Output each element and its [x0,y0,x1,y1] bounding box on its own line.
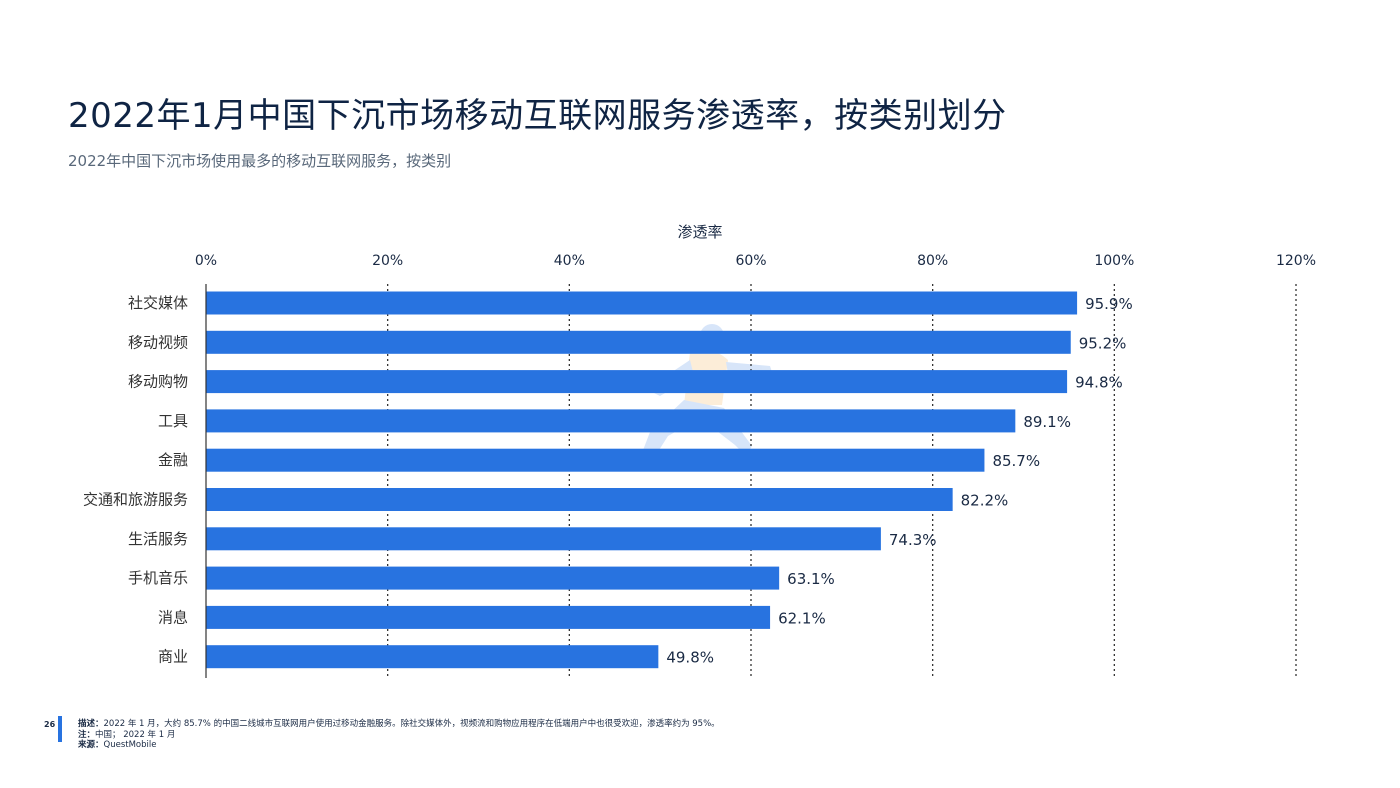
data-label: 94.8% [1075,374,1123,392]
data-label: 62.1% [778,609,826,627]
bar [206,527,881,551]
x-tick-label: 120% [1276,253,1316,269]
bar [206,291,1078,315]
data-label: 74.3% [889,531,937,549]
page-subtitle: 2022年中国下沉市场使用最多的移动互联网服务，按类别 [68,152,452,170]
data-label: 85.7% [992,452,1040,470]
x-tick-label: 0% [195,253,217,269]
bar [206,645,659,669]
category-label: 交通和旅游服务 [83,491,188,509]
data-label: 49.8% [666,649,714,667]
category-label: 社交媒体 [128,294,188,312]
page-number: 26 [44,720,56,729]
description-label: 描述： [78,719,104,729]
bar [206,488,953,511]
category-label: 商业 [158,648,188,666]
bar [206,605,771,629]
data-label: 95.2% [1079,334,1127,352]
footer-notes: 26 描述：2022 年 1 月，大约 85.7% 的中国二线城市互联网用户使用… [44,716,1044,750]
note-label: 注： [78,729,96,740]
bar [206,566,780,590]
category-label: 移动购物 [128,373,188,391]
source-label: 来源： [78,740,104,750]
bar [206,370,1068,394]
footer-description: 描述：2022 年 1 月，大约 85.7% 的中国二线城市互联网用户使用过移动… [78,719,720,730]
category-label: 手机音乐 [128,569,188,587]
bar [206,409,1016,433]
description-text: 2022 年 1 月，大约 85.7% 的中国二线城市互联网用户使用过移动金融服… [103,719,720,729]
footer-accent-bar [58,716,62,742]
source-text: QuestMobile [103,740,157,750]
category-label: 工具 [158,412,188,430]
x-tick-label: 80% [917,253,948,269]
x-tick-label: 60% [735,253,766,269]
page-title: 2022年1月中国下沉市场移动互联网服务渗透率，按类别划分 [68,96,1007,136]
data-label: 95.9% [1085,295,1133,313]
data-label: 63.1% [787,570,835,588]
category-label: 移动视频 [128,333,188,351]
bar [206,330,1071,354]
x-tick-label: 100% [1094,253,1134,269]
category-label: 生活服务 [128,530,188,548]
x-tick-label: 20% [372,253,403,269]
footer-note: 注：中国； 2022 年 1 月 [78,730,720,741]
data-label: 89.1% [1023,413,1071,431]
data-label: 82.2% [961,492,1009,510]
footer-source: 来源：QuestMobile [78,740,720,751]
category-label: 金融 [158,451,188,469]
bar-chart: 0% 20% 40% 60% 80% 100% 120% 社交媒体移动视频移动购物工具金融交… [83,223,1316,678]
x-axis-label: 渗透率 [677,223,722,241]
note-text: 中国； 2022 年 1 月 [95,729,176,740]
x-tick-label: 40% [554,253,585,269]
bar [206,448,985,472]
category-label: 消息 [158,608,188,626]
